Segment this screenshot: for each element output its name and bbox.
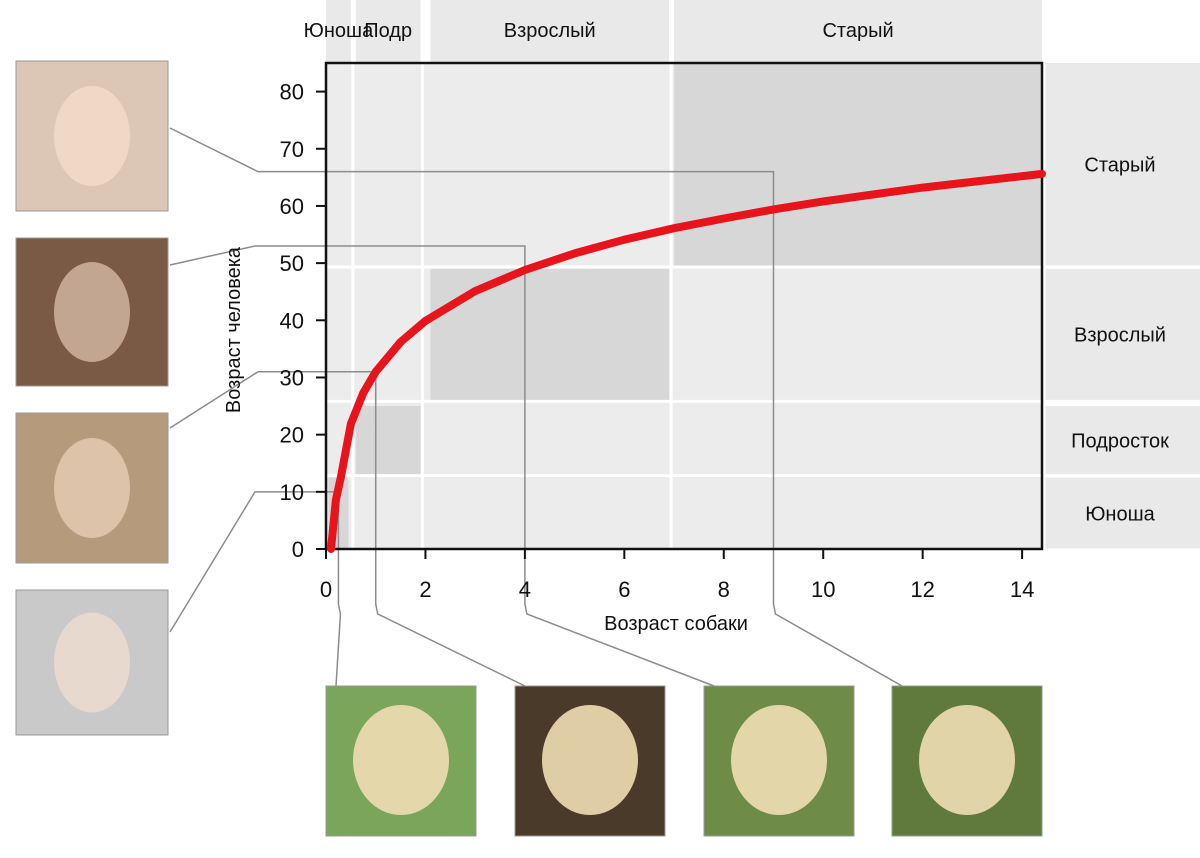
dog-stage-label: Юноша xyxy=(304,20,374,42)
dog-face-shape xyxy=(353,705,449,815)
x-tick-label: 4 xyxy=(519,577,531,602)
stage-highlight xyxy=(355,406,421,475)
y-tick-label: 0 xyxy=(292,537,304,562)
connector-line xyxy=(169,245,715,687)
y-tick-label: 10 xyxy=(280,480,304,505)
x-axis-title: Возраст собаки xyxy=(604,613,748,635)
dog-face-shape xyxy=(542,705,638,815)
x-tick-label: 10 xyxy=(811,577,835,602)
y-tick-label: 40 xyxy=(280,308,304,333)
x-tick-label: 14 xyxy=(1010,577,1034,602)
human-stage-label: Взрослый xyxy=(1074,325,1166,347)
dog-face-shape xyxy=(731,705,827,815)
y-tick-label: 70 xyxy=(280,137,304,162)
y-axis-title: Возраст человека xyxy=(223,246,245,413)
y-tick-label: 60 xyxy=(280,194,304,219)
dog-stage-label: Подр xyxy=(364,20,412,42)
stage-highlight xyxy=(430,268,670,401)
y-tick-label: 30 xyxy=(280,365,304,390)
y-tick-label: 20 xyxy=(280,423,304,448)
plot-frame xyxy=(324,61,1044,551)
face-shape xyxy=(54,612,130,713)
y-tick-label: 50 xyxy=(280,251,304,276)
connector-lines xyxy=(169,127,903,687)
y-axis-ticks: 0 10 20 30 40 50 60 70 80 xyxy=(280,80,326,562)
dog-stage-label: Старый xyxy=(822,20,893,42)
connector-line xyxy=(169,371,526,687)
age-curve xyxy=(327,169,1046,553)
x-tick-label: 0 xyxy=(320,577,332,602)
human-stage-label: Подросток xyxy=(1071,430,1169,452)
connector-line xyxy=(169,127,903,687)
human-stage-label: Юноша xyxy=(1085,503,1155,525)
dog-face-shape xyxy=(919,705,1015,815)
x-axis-ticks: 0 2 4 6 8 10 12 14 xyxy=(320,549,1034,602)
y-tick-label: 80 xyxy=(280,80,304,105)
x-tick-label: 8 xyxy=(718,577,730,602)
stage-highlight xyxy=(674,63,1042,266)
x-tick-label: 2 xyxy=(419,577,431,602)
connector-line xyxy=(169,491,342,687)
face-shape xyxy=(54,262,130,362)
x-tick-label: 12 xyxy=(910,577,934,602)
dog-stage-label: Взрослый xyxy=(504,20,596,42)
face-shape xyxy=(54,86,130,186)
photo-column xyxy=(15,60,1043,837)
face-shape xyxy=(54,438,130,538)
human-stage-label: Старый xyxy=(1084,154,1155,176)
human-stage-labels: Старый Взрослый Подросток Юноша xyxy=(1071,154,1169,525)
x-tick-label: 6 xyxy=(618,577,630,602)
